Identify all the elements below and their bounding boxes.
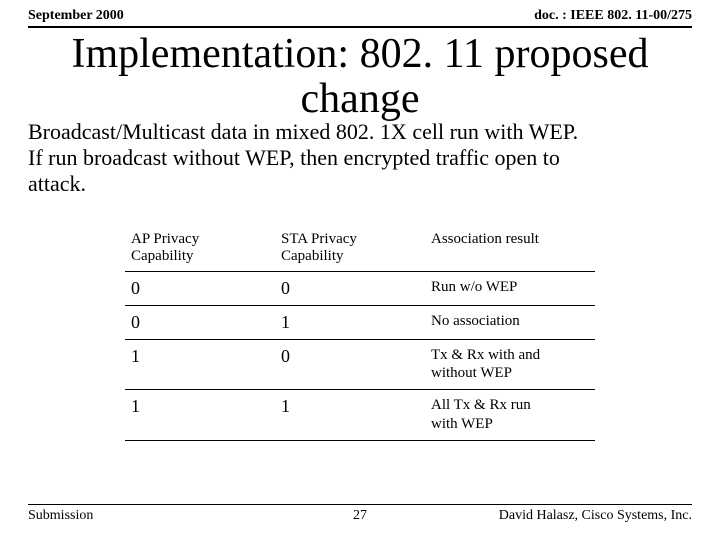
body-line-3: attack. bbox=[28, 171, 86, 196]
page-title: Implementation: 802. 11 proposed change bbox=[28, 32, 692, 123]
footer-right: David Halasz, Cisco Systems, Inc. bbox=[499, 508, 692, 524]
privacy-capability-table: AP PrivacyCapability STA PrivacyCapabili… bbox=[125, 225, 595, 441]
table-cell: 0 bbox=[275, 271, 425, 305]
table-cell: 0 bbox=[125, 271, 275, 305]
footer: Submission 27 David Halasz, Cisco System… bbox=[28, 504, 692, 524]
table-cell: 1 bbox=[275, 390, 425, 441]
body-line-2: If run broadcast without WEP, then encry… bbox=[28, 145, 560, 170]
col-header-sta: STA PrivacyCapability bbox=[275, 225, 425, 272]
table-cell: Run w/o WEP bbox=[425, 271, 595, 305]
body-line-1: Broadcast/Multicast data in mixed 802. 1… bbox=[28, 119, 578, 144]
table-container: AP PrivacyCapability STA PrivacyCapabili… bbox=[28, 225, 692, 441]
table-row: 01No association bbox=[125, 305, 595, 339]
title-line-2: change bbox=[301, 76, 420, 122]
table-cell: Tx & Rx with andwithout WEP bbox=[425, 339, 595, 390]
col-header-result: Association result bbox=[425, 225, 595, 272]
header-docid: doc. : IEEE 802. 11-00/275 bbox=[534, 8, 692, 24]
table-header-row: AP PrivacyCapability STA PrivacyCapabili… bbox=[125, 225, 595, 272]
table-body: 00Run w/o WEP01No association10Tx & Rx w… bbox=[125, 271, 595, 440]
body-paragraph: Broadcast/Multicast data in mixed 802. 1… bbox=[28, 119, 692, 197]
table-cell: 1 bbox=[125, 339, 275, 390]
col-header-ap: AP PrivacyCapability bbox=[125, 225, 275, 272]
table-cell: 1 bbox=[275, 305, 425, 339]
header-date: September 2000 bbox=[28, 8, 124, 24]
table-cell: No association bbox=[425, 305, 595, 339]
table-row: 11All Tx & Rx runwith WEP bbox=[125, 390, 595, 441]
footer-left: Submission bbox=[28, 508, 93, 524]
footer-page-number: 27 bbox=[353, 508, 367, 524]
table-cell: All Tx & Rx runwith WEP bbox=[425, 390, 595, 441]
table-cell: 0 bbox=[275, 339, 425, 390]
footer-line: Submission 27 David Halasz, Cisco System… bbox=[28, 504, 692, 524]
title-line-1: Implementation: 802. 11 proposed bbox=[71, 31, 648, 77]
table-row: 10Tx & Rx with andwithout WEP bbox=[125, 339, 595, 390]
table-row: 00Run w/o WEP bbox=[125, 271, 595, 305]
header-row: September 2000 doc. : IEEE 802. 11-00/27… bbox=[28, 8, 692, 28]
table-cell: 0 bbox=[125, 305, 275, 339]
table-cell: 1 bbox=[125, 390, 275, 441]
